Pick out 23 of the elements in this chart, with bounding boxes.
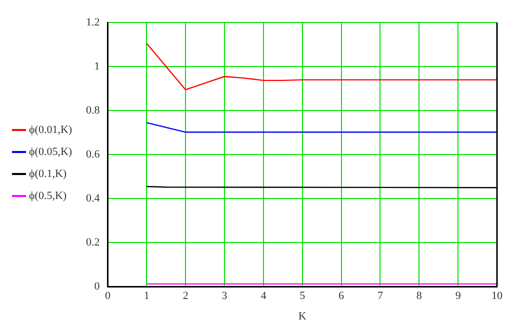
y-tick-label: 0.2 [86, 236, 100, 248]
x-tick-label: 10 [492, 290, 503, 302]
y-tick-label: 0.8 [86, 104, 100, 116]
y-tick-label: 0.4 [86, 192, 100, 204]
x-tick-label: 8 [416, 290, 422, 302]
x-tick-label: 2 [182, 290, 188, 302]
x-tick-label: 4 [260, 290, 267, 302]
x-tick-label: 3 [222, 290, 228, 302]
y-tick-label: 1.2 [86, 16, 100, 28]
x-tick-label: 9 [455, 290, 462, 302]
legend-label: ϕ(0.05,K) [29, 146, 72, 158]
x-tick-label: 5 [300, 290, 306, 302]
x-tick-label: 1 [144, 290, 150, 302]
legend-label: ϕ(0.5,K) [29, 190, 67, 202]
x-tick-label: 6 [338, 290, 345, 302]
x-tick-label: 7 [377, 290, 384, 302]
y-tick-label: 0.6 [86, 148, 100, 160]
legend-label: ϕ(0.1,K) [29, 168, 67, 180]
y-tick-label: 0 [94, 280, 100, 292]
x-tick-label: 0 [105, 290, 111, 302]
y-tick-label: 1 [94, 60, 100, 72]
x-axis-title: K [298, 310, 306, 322]
legend-label: ϕ(0.01,K) [29, 124, 72, 136]
